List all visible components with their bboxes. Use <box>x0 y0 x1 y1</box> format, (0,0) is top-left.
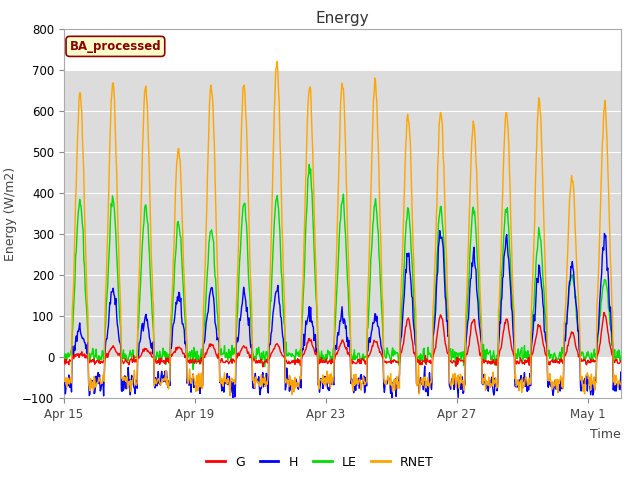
Text: BA_processed: BA_processed <box>70 40 161 53</box>
Y-axis label: Energy (W/m2): Energy (W/m2) <box>4 167 17 261</box>
Text: Time: Time <box>590 428 621 441</box>
Legend: G, H, LE, RNET: G, H, LE, RNET <box>201 451 439 474</box>
Title: Energy: Energy <box>316 11 369 26</box>
Bar <box>64 70 621 357</box>
